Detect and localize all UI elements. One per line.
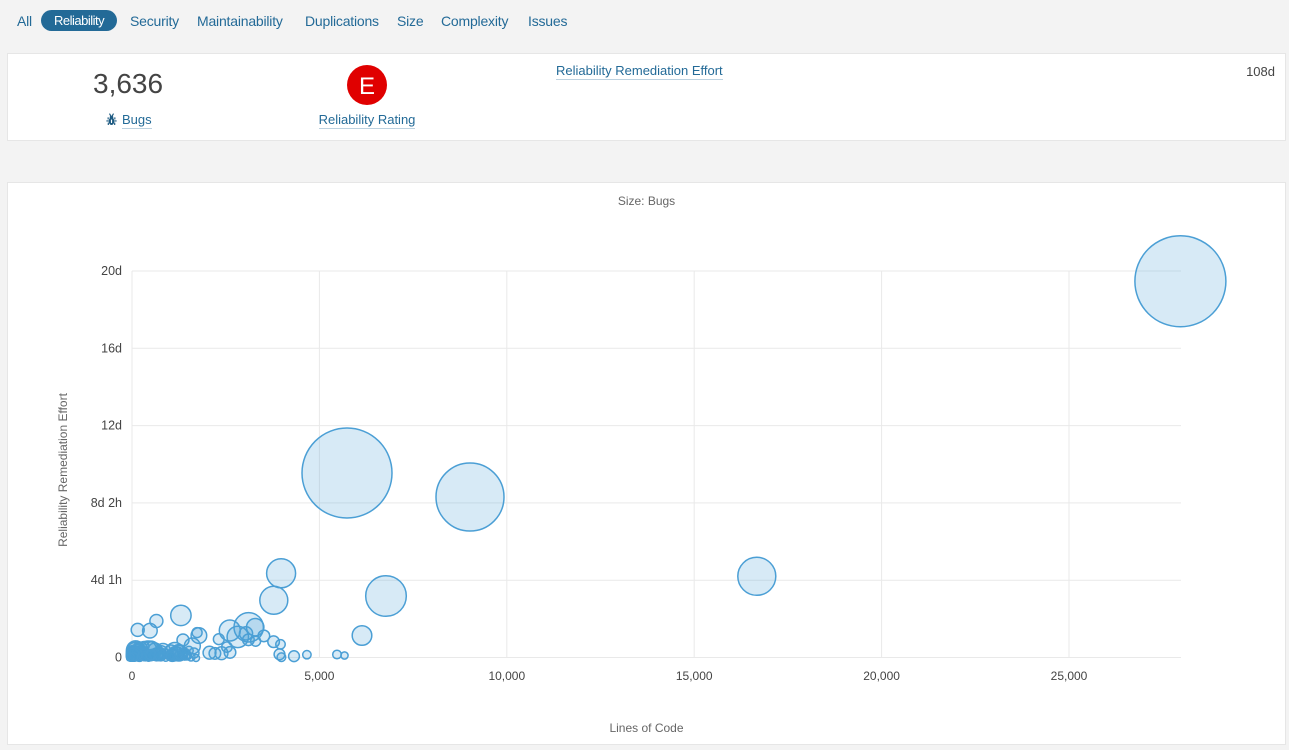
svg-text:10,000: 10,000 bbox=[488, 669, 525, 683]
svg-text:8d 2h: 8d 2h bbox=[91, 496, 122, 510]
svg-text:0: 0 bbox=[129, 669, 136, 683]
svg-text:25,000: 25,000 bbox=[1051, 669, 1088, 683]
svg-text:4d 1h: 4d 1h bbox=[91, 573, 122, 587]
svg-text:16d: 16d bbox=[101, 341, 122, 355]
svg-text:15,000: 15,000 bbox=[676, 669, 713, 683]
svg-text:20d: 20d bbox=[101, 264, 122, 278]
svg-text:20,000: 20,000 bbox=[863, 669, 900, 683]
svg-text:0: 0 bbox=[115, 651, 122, 665]
svg-text:5,000: 5,000 bbox=[304, 669, 334, 683]
svg-text:12d: 12d bbox=[101, 419, 122, 433]
